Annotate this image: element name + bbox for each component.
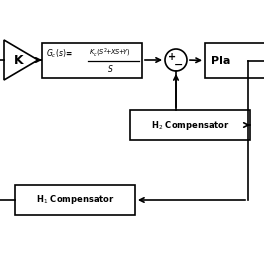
Polygon shape (4, 40, 38, 80)
Text: +: + (168, 52, 176, 62)
Bar (205, 43, 264, 78)
Text: $S$: $S$ (107, 63, 113, 74)
Text: $K_c(S^2\!\!+\!\!XS\!\!+\!\!Y)$: $K_c(S^2\!\!+\!\!XS\!\!+\!\!Y)$ (89, 47, 131, 59)
Circle shape (165, 49, 187, 71)
Text: H$_2$ Compensator: H$_2$ Compensator (150, 119, 229, 131)
Text: H$_1$ Compensator: H$_1$ Compensator (36, 194, 114, 206)
Text: K: K (14, 54, 24, 67)
Bar (15, 185, 135, 215)
Bar (42, 43, 142, 78)
Text: $G_c(s)$=: $G_c(s)$= (46, 48, 73, 60)
Text: Pla: Pla (211, 55, 230, 65)
Bar (130, 110, 250, 140)
Text: −: − (173, 60, 183, 70)
